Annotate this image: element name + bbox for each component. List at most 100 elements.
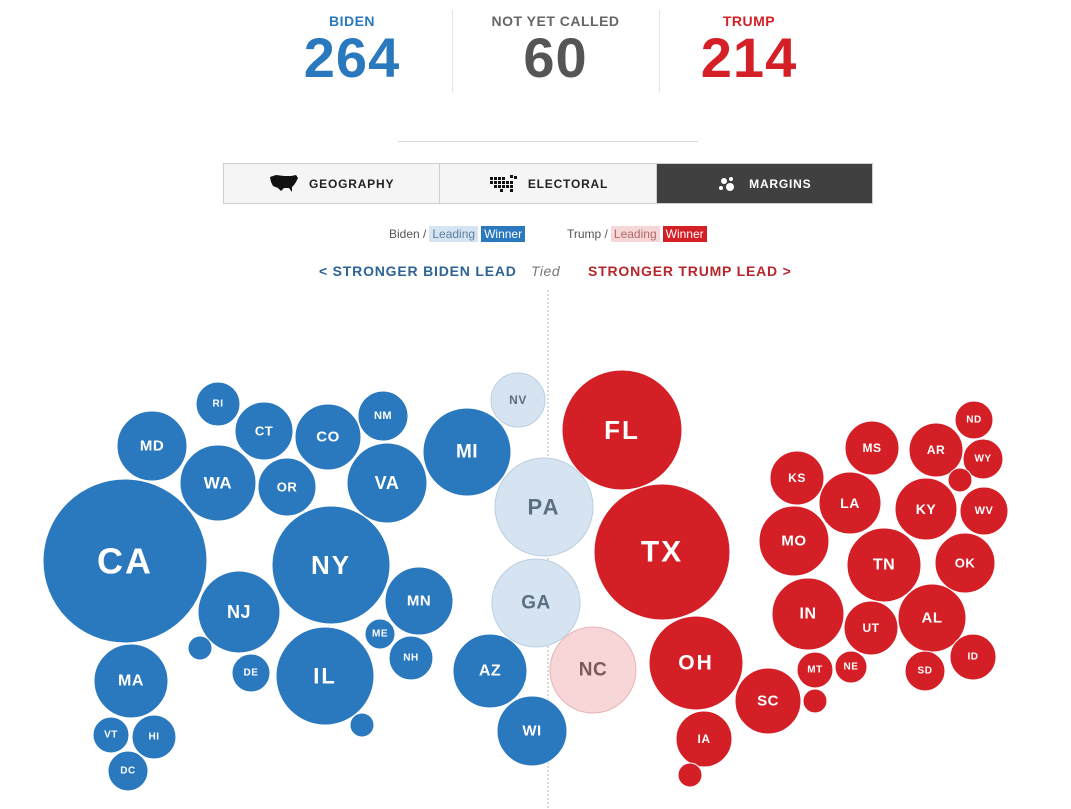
bubble-az[interactable] — [452, 633, 528, 709]
bubble-label-nm: NM — [374, 410, 392, 422]
bubble-ky[interactable] — [894, 477, 958, 541]
bubble-label-de: DE — [244, 668, 259, 679]
not-yet-called-label: NOT YET CALLED — [491, 13, 620, 29]
bubble-il[interactable] — [275, 626, 375, 726]
view-tabs: GEOGRAPHY ELECTORAL MARG — [223, 163, 873, 204]
trump-electoral-count: 214 — [700, 26, 798, 89]
bubble-la[interactable] — [818, 471, 882, 535]
bubble-wa[interactable] — [179, 444, 257, 522]
bubble-fl[interactable] — [561, 369, 683, 491]
bubble-or[interactable] — [257, 457, 317, 517]
bubble-label-ok: OK — [955, 556, 976, 571]
bubble-id[interactable] — [949, 633, 997, 681]
biden-winner-swatch: Winner — [481, 226, 526, 242]
bubble-nc[interactable] — [549, 626, 637, 714]
bubble-wv[interactable] — [959, 486, 1009, 536]
bubble-nj[interactable] — [197, 570, 281, 654]
biden-electoral-count: 264 — [303, 26, 401, 89]
bubble-de[interactable] — [231, 653, 271, 693]
bubble-dc[interactable] — [107, 750, 149, 792]
bubble-label-ms: MS — [863, 441, 882, 455]
trump-winner-swatch: Winner — [662, 226, 707, 242]
bubble-me[interactable] — [364, 618, 396, 650]
bubble-co[interactable] — [294, 403, 362, 471]
tied-label: Tied — [531, 263, 561, 279]
bubble-ri[interactable] — [195, 381, 241, 427]
bubble-pa[interactable] — [494, 457, 594, 557]
bubble-mt[interactable] — [796, 651, 834, 689]
bubble-mi[interactable] — [422, 407, 512, 497]
bubble-ct[interactable] — [234, 401, 294, 461]
bubble-label-mt: MT — [807, 665, 822, 676]
tab-electoral[interactable]: ELECTORAL — [440, 164, 657, 203]
bubble-label-in: IN — [800, 606, 817, 623]
bubble-label-sd: SD — [918, 666, 933, 677]
bubble-label-sc: SC — [757, 693, 779, 710]
tab-margins[interactable]: MARGINS — [656, 164, 872, 203]
bubble-mo[interactable] — [758, 505, 830, 577]
bubble-unlabeled[interactable] — [802, 688, 828, 714]
bubble-wi[interactable] — [496, 695, 568, 767]
bubble-label-mi: MI — [456, 442, 478, 463]
bubble-unlabeled[interactable] — [349, 712, 375, 738]
trump-leading-swatch: Leading — [610, 226, 660, 242]
bubble-sd[interactable] — [904, 650, 946, 692]
bubble-md[interactable] — [116, 410, 188, 482]
bubble-label-il: IL — [313, 664, 337, 689]
bubble-ms[interactable] — [844, 420, 900, 476]
bubble-in[interactable] — [771, 577, 845, 651]
bubble-ia[interactable] — [675, 710, 733, 768]
bubble-label-wi: WI — [522, 723, 541, 740]
bubble-nd[interactable] — [954, 400, 994, 440]
bubble-label-mn: MN — [407, 593, 431, 610]
bubble-ca[interactable] — [42, 478, 208, 644]
bubble-label-nv: NV — [509, 393, 527, 407]
bubble-label-tn: TN — [873, 557, 895, 574]
bubble-tn[interactable] — [846, 527, 922, 603]
bubble-label-nc: NC — [579, 660, 607, 681]
bubble-label-nd: ND — [966, 415, 981, 426]
bubble-label-ny: NY — [311, 550, 351, 580]
bubble-sc[interactable] — [734, 667, 802, 735]
bubble-ks[interactable] — [769, 450, 825, 506]
bubble-mn[interactable] — [384, 566, 454, 636]
bubble-label-ma: MA — [118, 673, 144, 690]
bubble-ne[interactable] — [834, 650, 868, 684]
bubble-tx[interactable] — [593, 483, 731, 621]
bubble-label-la: LA — [840, 495, 860, 511]
bubble-unlabeled[interactable] — [677, 762, 703, 788]
bubble-nm[interactable] — [357, 390, 409, 442]
biden-leading-swatch: Leading — [429, 226, 479, 242]
tab-geography[interactable]: GEOGRAPHY — [224, 164, 441, 203]
bubble-label-ga: GA — [521, 593, 551, 614]
trump-tally: TRUMP 214 — [659, 10, 839, 92]
bubble-nv[interactable] — [490, 372, 546, 428]
bubble-ny[interactable] — [271, 505, 391, 625]
bubble-ar[interactable] — [908, 422, 964, 478]
bubble-label-id: ID — [968, 652, 979, 663]
bubble-unlabeled[interactable] — [187, 635, 213, 661]
us-map-icon — [269, 174, 299, 194]
not-yet-called-tally: NOT YET CALLED 60 — [452, 10, 660, 92]
bubble-label-ri: RI — [213, 399, 224, 410]
bubble-label-hi: HI — [149, 732, 160, 743]
bubble-ok[interactable] — [934, 532, 996, 594]
bubble-nh[interactable] — [388, 635, 434, 681]
bubble-wy[interactable] — [962, 438, 1004, 480]
bubble-oh[interactable] — [648, 615, 744, 711]
bubble-va[interactable] — [346, 442, 428, 524]
bubble-ga[interactable] — [491, 558, 581, 648]
bubble-label-mo: MO — [781, 533, 806, 550]
bubble-ma[interactable] — [93, 643, 169, 719]
bubble-unlabeled[interactable] — [947, 467, 973, 493]
divider — [398, 141, 698, 142]
bubble-label-nh: NH — [403, 653, 418, 664]
biden-label: BIDEN — [328, 13, 376, 29]
bubble-vt[interactable] — [92, 716, 130, 754]
bubble-ut[interactable] — [843, 600, 899, 656]
bubble-label-ky: KY — [916, 501, 937, 517]
bubble-hi[interactable] — [131, 714, 177, 760]
bubble-label-al: AL — [922, 610, 943, 627]
bubble-label-wa: WA — [204, 474, 232, 493]
